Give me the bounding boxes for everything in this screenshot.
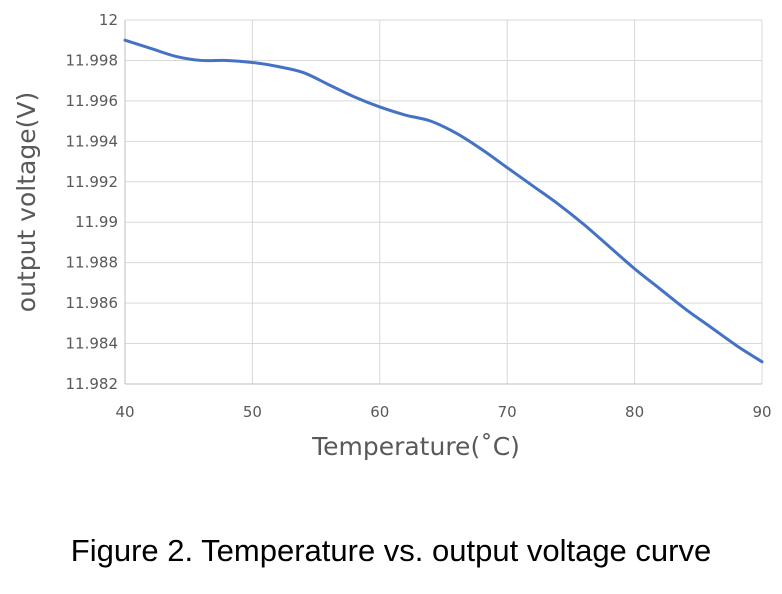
- line-chart: 40 50 60 70 80 90 11.98211.98411.98611.98811.…: [12, 11, 772, 461]
- y-tick-label: 11.998: [66, 51, 119, 69]
- y-tick-label: 12: [99, 11, 118, 29]
- x-tick-label: 50: [243, 403, 262, 421]
- y-tick-label: 11.994: [66, 132, 119, 150]
- y-tick-label: 11.986: [66, 294, 119, 312]
- x-axis-title: Temperature(˚C): [311, 432, 520, 461]
- y-axis-title: output voltage(V): [12, 92, 41, 312]
- figure-caption: Figure 2. Temperature vs. output voltage…: [70, 533, 712, 568]
- y-tick-label: 11.982: [66, 375, 119, 393]
- x-tick-label: 80: [625, 403, 644, 421]
- series-group: [123, 38, 764, 364]
- x-tick-label: 70: [498, 403, 517, 421]
- y-tick-label: 11.996: [66, 92, 119, 110]
- x-tick-label: 90: [752, 403, 771, 421]
- gridlines: [124, 19, 763, 385]
- y-tick-label: 11.988: [66, 254, 119, 272]
- axes: [124, 20, 762, 385]
- series-line: [123, 38, 764, 364]
- y-tick-labels: 11.982 11.984 11.986 11.988 11.99 11.992 11.99…: [66, 11, 119, 393]
- y-tick-label: 11.99: [75, 213, 118, 231]
- y-tick-label: 11.992: [66, 173, 119, 191]
- y-tick-label: 11.984: [66, 335, 119, 353]
- x-tick-label: 40: [115, 403, 134, 421]
- x-tick-labels: 40 50 60 70 80 90: [115, 403, 771, 421]
- x-tick-label: 60: [370, 403, 389, 421]
